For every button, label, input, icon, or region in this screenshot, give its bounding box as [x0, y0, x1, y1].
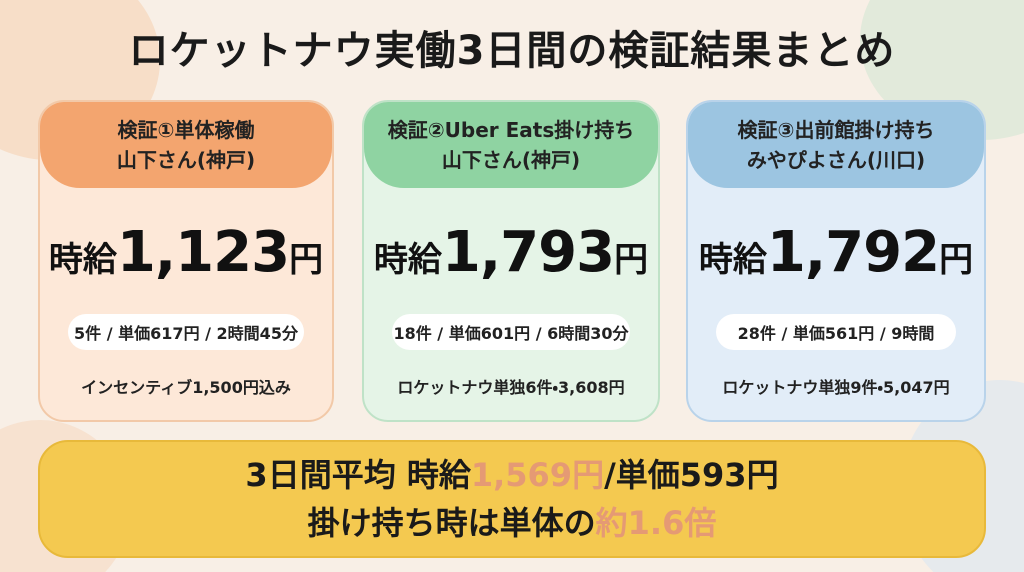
card-header: 検証②Uber Eats掛け持ち 山下さん(神戸) — [364, 102, 658, 188]
summary-line: 掛け持ち時は単体の約1.6倍 — [308, 499, 717, 547]
card: 検証①単体稼働 山下さん(神戸) 時給1,123円 5件 / 単価617円 / … — [38, 100, 334, 422]
detail: 5件 / 単価617円 / 2時間45分 — [68, 314, 304, 350]
wage-unit: 円 — [614, 240, 649, 280]
summary-highlight: 約1.6倍 — [595, 504, 717, 542]
note: ロケットナウ単独6件・3,608円 — [397, 378, 625, 397]
wage-prefix: 時給 — [48, 240, 117, 280]
wage-amount: 1,123 — [116, 220, 290, 285]
wage-unit: 円 — [289, 240, 324, 280]
summary-text: 3日間平均 時給 — [245, 456, 471, 494]
card-header-line: 検証①単体稼働 — [117, 118, 255, 142]
detail: 28件 / 単価561円 / 9時間 — [716, 314, 956, 350]
wage: 時給1,792円 — [688, 220, 984, 285]
card-header-line: 山下さん(神戸) — [441, 148, 581, 172]
note: インセンティブ1,500円込み — [81, 378, 291, 397]
wage-amount: 1,792 — [766, 220, 940, 285]
wage-prefix: 時給 — [698, 240, 767, 280]
card-header: 検証①単体稼働 山下さん(神戸) — [40, 102, 332, 188]
title: ロケットナウ実働3日間の検証結果まとめ — [128, 28, 896, 74]
card-header-line: 山下さん(神戸) — [116, 148, 256, 172]
card: 検証③出前館掛け持ち みやぴよさん(川口) 時給1,792円 28件 / 単価5… — [686, 100, 986, 422]
wage-amount: 1,793 — [441, 220, 615, 285]
note: ロケットナウ単独9件・5,047円 — [722, 378, 950, 397]
summary-highlight: 1,569円 — [470, 456, 605, 494]
card-header-line: 検証③出前館掛け持ち — [737, 118, 935, 142]
card-header-line: みやぴよさん(川口) — [746, 148, 926, 172]
detail: 18件 / 単価601円 / 6時間30分 — [392, 314, 630, 350]
card: 検証②Uber Eats掛け持ち 山下さん(神戸) 時給1,793円 18件 /… — [362, 100, 660, 422]
card-header: 検証③出前館掛け持ち みやぴよさん(川口) — [688, 102, 984, 188]
summary-text: /単価593円 — [604, 456, 779, 494]
summary-line: 3日間平均 時給1,569円/単価593円 — [245, 451, 778, 499]
wage-prefix: 時給 — [373, 240, 442, 280]
summary: 3日間平均 時給1,569円/単価593円 掛け持ち時は単体の約1.6倍 — [38, 440, 986, 558]
summary-text: 掛け持ち時は単体の — [307, 504, 596, 542]
wage: 時給1,123円 — [40, 220, 332, 285]
wage-unit: 円 — [939, 240, 974, 280]
wage: 時給1,793円 — [364, 220, 658, 285]
card-header-line: 検証②Uber Eats掛け持ち — [387, 118, 635, 142]
